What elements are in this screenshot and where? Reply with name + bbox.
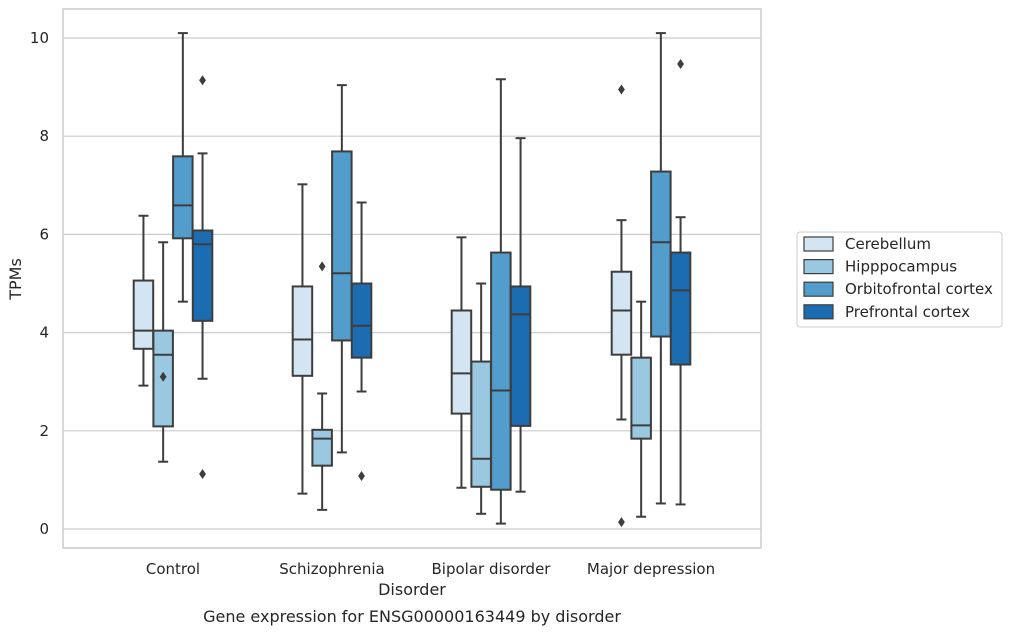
- legend-swatch: [803, 281, 834, 297]
- box: [450, 309, 473, 415]
- box-group: [650, 32, 672, 505]
- box: [132, 279, 155, 350]
- box-group: [509, 137, 532, 493]
- legend-swatch: [803, 304, 834, 320]
- box: [610, 270, 633, 356]
- x-tick-label: Major depression: [587, 560, 715, 578]
- box: [291, 285, 314, 377]
- box-group: [132, 214, 155, 387]
- legend-label: Prefrontal cortex: [845, 303, 970, 321]
- legend-label: Orbitofrontal cortex: [845, 280, 993, 298]
- x-tick-label: Schizophrenia: [279, 560, 384, 578]
- legend-frame: [796, 231, 1003, 328]
- y-axis-title: TPMs: [6, 258, 25, 301]
- box: [490, 251, 512, 491]
- outlier-point: [358, 470, 365, 481]
- box: [650, 170, 672, 338]
- box: [331, 150, 353, 342]
- box-group: [172, 32, 194, 303]
- box-group: [630, 300, 652, 518]
- legend-label: Cerebellum: [845, 235, 931, 253]
- box-group: [152, 241, 174, 463]
- y-tick-label: 2: [39, 422, 49, 440]
- box: [630, 356, 652, 440]
- outlier-point: [618, 84, 625, 95]
- box-group: [291, 183, 314, 495]
- y-tick-label: 4: [39, 324, 49, 342]
- y-tick-label: 6: [39, 225, 49, 243]
- box-group: [669, 59, 692, 506]
- y-tick-label: 8: [39, 127, 49, 145]
- legend-label: Hipppocampus: [845, 258, 957, 276]
- box-groups: [132, 32, 692, 528]
- box: [470, 360, 492, 488]
- outlier-point: [199, 75, 206, 86]
- box: [509, 285, 532, 427]
- box-group: [450, 236, 473, 489]
- outlier-point: [159, 371, 167, 382]
- legend: Cerebellum Hipppocampus Orbitofrontal cort…: [796, 231, 1003, 328]
- x-axis-title: Disorder: [378, 580, 446, 599]
- box: [172, 155, 194, 240]
- y-tick-label: 0: [39, 520, 49, 538]
- plot-area-frame: [62, 8, 762, 549]
- x-tick-label: Bipolar disorder: [432, 560, 552, 578]
- box-group: [311, 261, 333, 511]
- y-tick-label: 10: [30, 29, 49, 47]
- box-group: [470, 282, 492, 515]
- x-tick-label: Control: [146, 560, 200, 578]
- box-group: [191, 75, 214, 480]
- outlier-point: [199, 469, 206, 480]
- box-group: [350, 201, 373, 481]
- x-axis-tick-labels: Control Schizophrenia Bipolar disorder Majo…: [146, 560, 715, 578]
- box: [350, 282, 373, 359]
- outlier-point: [677, 59, 684, 70]
- outlier-point: [618, 517, 625, 528]
- box: [191, 229, 214, 322]
- box-group: [490, 78, 512, 525]
- legend-swatch: [803, 236, 834, 252]
- box-group: [610, 84, 633, 528]
- outlier-point: [318, 261, 326, 272]
- chart-caption: Gene expression for ENSG00000163449 by d…: [203, 607, 621, 626]
- legend-swatch: [803, 259, 834, 275]
- box-group: [331, 84, 353, 454]
- y-axis-tick-labels: 0 2 4 6 8 10: [30, 29, 49, 538]
- box: [311, 428, 333, 467]
- box: [669, 251, 692, 366]
